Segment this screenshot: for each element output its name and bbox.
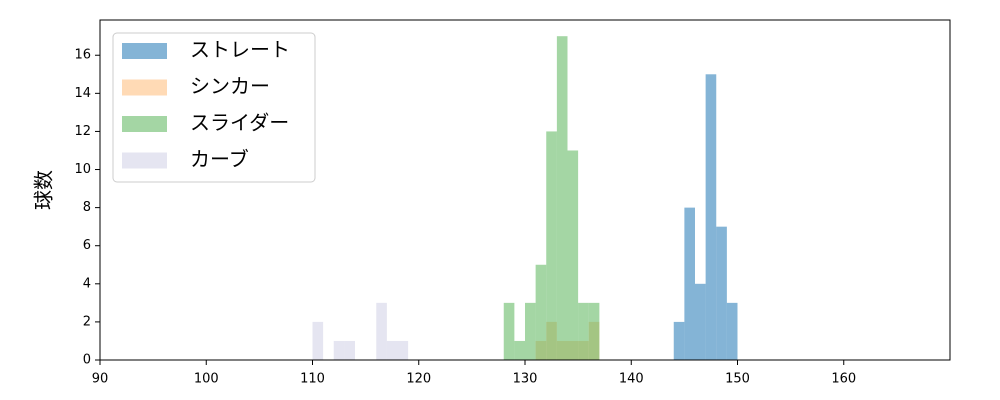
legend-swatch bbox=[122, 116, 167, 132]
bar bbox=[726, 302, 738, 360]
legend-swatch bbox=[122, 79, 167, 96]
y-axis-label: 球数 bbox=[32, 170, 56, 210]
x-tick-label: 160 bbox=[831, 372, 856, 387]
x-tick-label: 110 bbox=[300, 372, 325, 387]
y-tick-label: 14 bbox=[74, 86, 91, 101]
x-tick-label: 120 bbox=[406, 372, 431, 387]
legend-label: ストレート bbox=[190, 38, 290, 62]
x-tick-label: 140 bbox=[619, 372, 644, 387]
bar bbox=[376, 302, 387, 360]
y-tick-label: 6 bbox=[83, 238, 91, 253]
bar bbox=[386, 340, 398, 360]
legend-label: スライダー bbox=[190, 111, 289, 135]
y-tick-label: 8 bbox=[83, 200, 91, 215]
bar bbox=[397, 340, 409, 360]
bar bbox=[556, 36, 568, 360]
x-tick-label: 90 bbox=[92, 372, 109, 387]
bar bbox=[312, 321, 324, 360]
bar bbox=[588, 302, 600, 360]
y-tick-label: 16 bbox=[74, 48, 91, 63]
legend-swatch bbox=[122, 152, 167, 169]
y-tick-label: 12 bbox=[74, 124, 91, 139]
legend-box bbox=[112, 32, 316, 183]
y-tick-label: 2 bbox=[83, 314, 91, 329]
x-tick-label: 130 bbox=[513, 372, 538, 387]
x-tick-label: 100 bbox=[194, 372, 219, 387]
legend-label: シンカー bbox=[190, 74, 270, 98]
bar bbox=[716, 226, 727, 360]
bar bbox=[673, 321, 685, 360]
bar bbox=[525, 302, 536, 360]
bar bbox=[546, 131, 557, 360]
bar bbox=[535, 264, 547, 360]
legend-label: カーブ bbox=[190, 147, 249, 171]
x-tick-label: 150 bbox=[725, 372, 750, 387]
bar bbox=[503, 302, 515, 360]
bar bbox=[567, 150, 579, 360]
y-tick-label: 0 bbox=[83, 353, 91, 368]
y-tick-label: 10 bbox=[74, 162, 91, 177]
bar bbox=[333, 340, 345, 360]
y-tick-label: 4 bbox=[83, 276, 91, 291]
bar bbox=[684, 207, 695, 360]
legend-swatch bbox=[122, 43, 167, 59]
bar bbox=[344, 340, 355, 360]
bar bbox=[514, 340, 525, 360]
bar bbox=[578, 302, 589, 360]
bar bbox=[705, 74, 717, 361]
bar bbox=[695, 283, 706, 360]
